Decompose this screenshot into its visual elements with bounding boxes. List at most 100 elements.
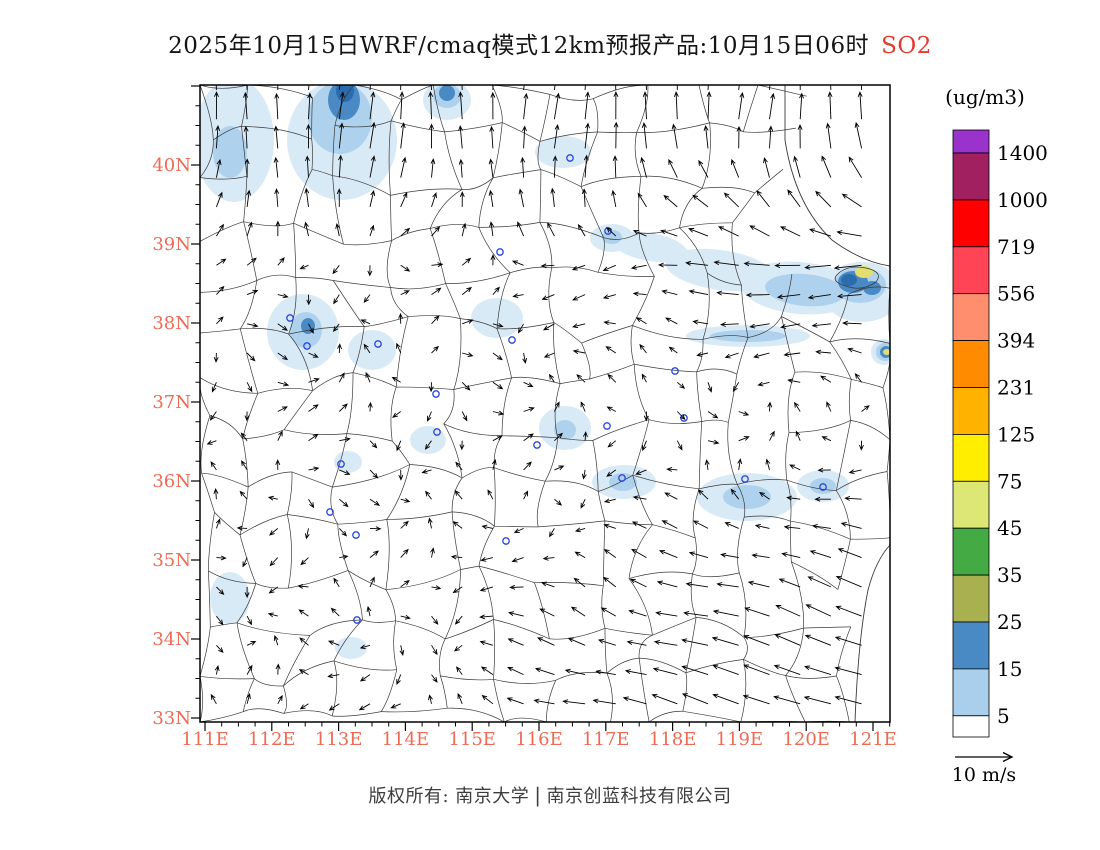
wind-arrow (612, 155, 618, 178)
wind-arrow (359, 644, 371, 650)
boundary-line (701, 419, 729, 423)
wind-arrow (540, 581, 555, 588)
boundary-line (592, 419, 650, 441)
wind-arrow (462, 319, 474, 325)
boundary-line (443, 389, 455, 424)
wind-arrow (308, 377, 320, 383)
wind-arrow (299, 703, 309, 710)
wind-arrow (304, 187, 310, 207)
wind-arrow (738, 411, 750, 416)
boundary-line (534, 582, 604, 587)
boundary-line (352, 372, 397, 388)
boundary-line (240, 280, 258, 329)
wind-arrow (328, 703, 340, 711)
wind-arrow (543, 352, 555, 358)
wind-arrow (666, 466, 678, 472)
city-marker (286, 314, 294, 322)
boundary-line (606, 657, 640, 674)
wind-arrow (277, 257, 285, 266)
wind-arrow (369, 224, 375, 237)
boundary-line (494, 525, 539, 528)
boundary-line (580, 176, 642, 188)
wind-arrow (211, 382, 217, 393)
so2-contour-blob (348, 330, 396, 370)
boundary-line (451, 511, 461, 570)
wind-arrow (663, 194, 678, 208)
wind-arrow (783, 524, 801, 530)
boundary-line (478, 565, 535, 584)
so2-contour-blob (471, 298, 523, 338)
wind-arrow (553, 85, 556, 91)
boundary-line (698, 85, 710, 124)
wind-arrow (696, 352, 709, 357)
boundary-line (347, 570, 387, 591)
wind-arrow (692, 194, 709, 208)
boundary-line (286, 514, 292, 589)
boundary-line (330, 487, 339, 525)
wind-arrow (246, 664, 253, 675)
boundary-line (381, 669, 398, 712)
wind-arrow (391, 376, 401, 383)
wind-arrow (574, 551, 586, 558)
boundary-line (239, 514, 288, 536)
wind-arrow (603, 548, 617, 558)
so2-contour-blob (883, 349, 890, 355)
boundary-line (257, 387, 313, 394)
wind-arrow (246, 257, 257, 266)
wind-arrow (533, 698, 555, 705)
county-boundaries-layer (200, 85, 890, 722)
wind-arrow (542, 555, 555, 561)
boundary-line (391, 440, 411, 465)
boundary-line (848, 379, 852, 421)
wind-arrow (665, 317, 678, 325)
wind-arrow (522, 125, 527, 149)
wind-arrow (523, 381, 534, 387)
wind-arrow (637, 192, 647, 208)
boundary-line (432, 85, 445, 133)
wind-arrow (757, 381, 770, 387)
wind-arrow (396, 440, 402, 452)
boundary-line (337, 524, 349, 571)
wind-arrow (430, 158, 436, 178)
colorbar-tick-label: 75 (997, 469, 1022, 493)
boundary-line (200, 676, 203, 722)
wind-arrow (400, 122, 406, 149)
wind-arrow (804, 634, 832, 646)
wind-arrow (520, 156, 526, 178)
boundary-line (598, 474, 633, 492)
wind-arrow (244, 586, 250, 599)
boundary-line (396, 386, 454, 390)
boundary-line (201, 472, 249, 488)
boundary-line (632, 419, 650, 476)
wind-arrow (216, 555, 227, 561)
wind-arrow (339, 554, 349, 560)
boundary-line (288, 277, 297, 335)
boundary-line (293, 169, 313, 224)
boundary-line (494, 467, 546, 482)
wind-arrow (547, 222, 555, 237)
boundary-line (707, 272, 742, 286)
wind-arrow (400, 264, 411, 272)
wind-arrow (688, 289, 709, 296)
boundary-line (333, 660, 397, 671)
wind-arrow (592, 698, 616, 705)
wind-arrow (367, 265, 373, 277)
boundary-line (311, 169, 333, 177)
wind-arrow (479, 640, 494, 646)
wind-arrow (246, 221, 253, 237)
wind-arrow (613, 91, 619, 120)
boundary-line (443, 423, 503, 437)
boundary-line (786, 479, 837, 491)
wind-arrow (480, 557, 494, 562)
boundary-line (443, 423, 463, 479)
lat-tick-label: 40N (152, 155, 191, 176)
wind-arrow (799, 85, 801, 91)
boundary-line (696, 368, 738, 375)
boundary-line (386, 464, 411, 520)
wind-arrow (848, 469, 862, 475)
lat-tick-label: 35N (152, 550, 191, 571)
wind-arrow (676, 411, 686, 421)
wind-arrow (552, 155, 558, 178)
city-marker (502, 537, 510, 545)
boundary-line (200, 377, 211, 416)
